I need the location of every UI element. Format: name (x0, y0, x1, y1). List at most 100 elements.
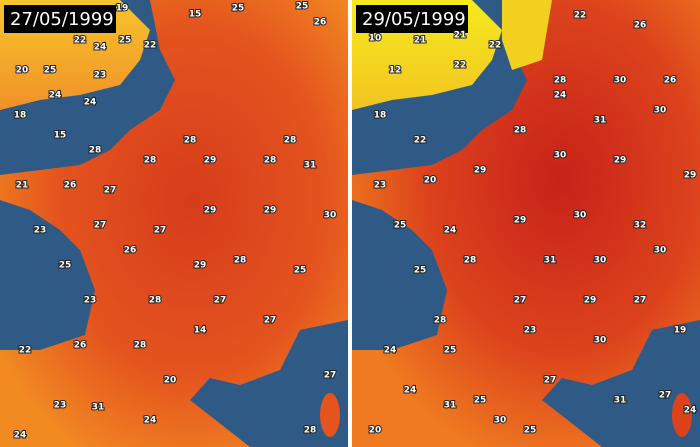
station-temperature: 24 (554, 91, 567, 101)
station-temperature: 29 (614, 156, 627, 166)
station-temperature: 28 (304, 426, 317, 436)
station-temperature: 31 (304, 161, 317, 171)
station-temperature: 30 (574, 211, 587, 221)
land (502, 0, 552, 70)
station-temperature: 27 (214, 296, 227, 306)
station-temperature: 27 (104, 186, 117, 196)
station-temperature: 24 (84, 98, 97, 108)
station-temperature: 22 (454, 61, 467, 71)
date-box (356, 5, 468, 33)
station-temperature: 29 (684, 171, 697, 181)
station-temperature: 25 (232, 4, 245, 14)
station-temperature: 24 (49, 91, 62, 101)
station-temperature: 21 (16, 181, 29, 191)
station-temperature: 27 (634, 296, 647, 306)
station-temperature: 27 (264, 316, 277, 326)
station-temperature: 28 (184, 136, 197, 146)
station-temperature: 21 (414, 36, 427, 46)
station-temperature: 22 (414, 136, 427, 146)
station-temperature: 30 (594, 256, 607, 266)
station-temperature: 23 (54, 401, 67, 411)
station-temperature: 29 (514, 216, 527, 226)
station-temperature: 28 (434, 316, 447, 326)
station-temperature: 28 (464, 256, 477, 266)
station-temperature: 20 (16, 66, 29, 76)
station-temperature: 26 (124, 246, 137, 256)
station-temperature: 28 (234, 256, 247, 266)
station-temperature: 30 (324, 211, 337, 221)
date-label: 27/05/1999 (10, 9, 114, 30)
station-temperature: 25 (119, 36, 132, 46)
station-temperature: 14 (194, 326, 207, 336)
station-temperature: 27 (324, 371, 337, 381)
station-temperature: 23 (524, 326, 537, 336)
station-temperature: 29 (194, 261, 207, 271)
station-temperature: 26 (664, 76, 677, 86)
station-temperature: 24 (444, 226, 457, 236)
station-temperature: 31 (594, 116, 607, 126)
station-temperature: 18 (14, 111, 27, 121)
station-temperature: 24 (14, 431, 27, 441)
station-temperature: 30 (654, 246, 667, 256)
station-temperature: 26 (74, 341, 87, 351)
station-temperature: 26 (314, 18, 327, 28)
station-temperature: 25 (444, 346, 457, 356)
station-temperature: 23 (94, 71, 107, 81)
station-temperature: 29 (204, 206, 217, 216)
station-temperature: 28 (89, 146, 102, 156)
station-temperature: 26 (64, 181, 77, 191)
station-temperature: 27 (154, 226, 167, 236)
station-temperature: 29 (204, 156, 217, 166)
station-temperature: 20 (424, 176, 437, 186)
station-temperature: 25 (524, 426, 537, 436)
station-temperature: 28 (149, 296, 162, 306)
station-temperature: 29 (264, 206, 277, 216)
station-temperature: 23 (34, 226, 47, 236)
station-temperature: 20 (164, 376, 177, 386)
station-temperature: 22 (74, 36, 87, 46)
station-temperature: 24 (384, 346, 397, 356)
station-temperature: 23 (84, 296, 97, 306)
island (320, 393, 340, 437)
station-temperature: 21 (454, 31, 467, 41)
station-temperature: 24 (684, 406, 697, 416)
station-temperature: 24 (144, 416, 157, 426)
station-temperature: 25 (44, 66, 57, 76)
station-temperature: 26 (634, 21, 647, 31)
station-temperature: 28 (264, 156, 277, 166)
station-temperature: 32 (634, 221, 647, 231)
date-label: 29/05/1999 (362, 9, 466, 30)
station-temperature: 18 (374, 111, 387, 121)
station-temperature: 22 (144, 41, 157, 51)
station-temperature: 12 (389, 66, 402, 76)
station-temperature: 30 (614, 76, 627, 86)
station-temperature: 19 (674, 326, 687, 336)
station-temperature: 15 (189, 10, 202, 20)
station-temperature: 28 (134, 341, 147, 351)
station-temperature: 28 (284, 136, 297, 146)
station-temperature: 31 (544, 256, 557, 266)
station-temperature: 22 (489, 41, 502, 51)
station-temperature: 31 (444, 401, 457, 411)
station-temperature: 22 (19, 346, 32, 356)
station-temperature: 27 (659, 391, 672, 401)
station-temperature: 27 (544, 376, 557, 386)
station-temperature: 28 (144, 156, 157, 166)
station-temperature: 19 (116, 4, 129, 14)
station-temperature: 29 (584, 296, 597, 306)
station-temperature: 15 (54, 131, 67, 141)
station-temperature: 25 (474, 396, 487, 406)
station-temperature: 22 (574, 11, 587, 21)
station-temperature: 30 (554, 151, 567, 161)
station-temperature: 27 (514, 296, 527, 306)
map-panel: 27/05/1999 19 15 25 25 26 22 24 25 22 20 25 23 18 24 2… (0, 0, 348, 447)
station-temperature: 25 (394, 221, 407, 231)
date-box (4, 5, 116, 33)
station-temperature: 28 (514, 126, 527, 136)
station-temperature: 31 (92, 403, 105, 413)
station-temperature: 30 (594, 336, 607, 346)
station-temperature: 20 (369, 426, 382, 436)
station-temperature: 24 (94, 43, 107, 53)
station-temperature: 25 (296, 2, 309, 12)
